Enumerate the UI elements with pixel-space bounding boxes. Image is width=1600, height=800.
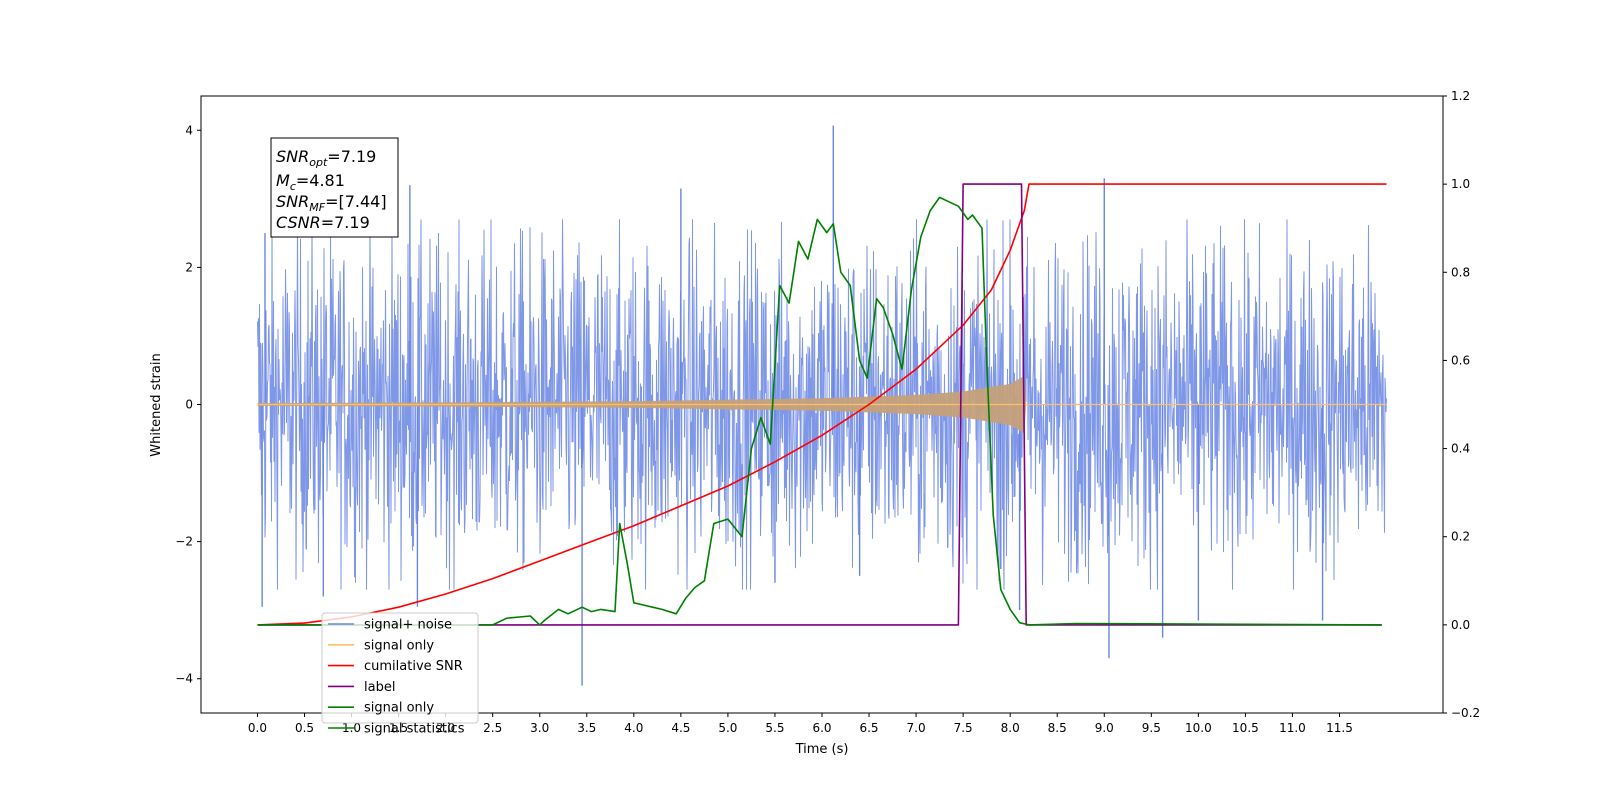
y-right-tick-label: 1.0 [1451, 177, 1470, 191]
y-right-tick-label: 0.6 [1451, 353, 1470, 367]
y-axis-label: Whitened strain [149, 353, 164, 456]
x-tick-label: 9.0 [1095, 721, 1114, 735]
y-left-tick-label: 4 [185, 123, 193, 137]
cumilative-snr-line [257, 183, 1387, 626]
y-left-tick-label: −4 [175, 672, 193, 686]
y-left-tick-label: 2 [185, 260, 193, 274]
y-right-tick-label: −0.2 [1451, 706, 1480, 720]
y-right-tick-label: 0.4 [1451, 442, 1470, 456]
x-axis-label: Time (s) [795, 742, 849, 757]
signal-noise-layer [257, 125, 1387, 686]
x-tick-label: 6.0 [812, 721, 831, 735]
y-axis-right: 1.2 1.0 0.8 0.6 0.4 0.2 0.0 −0.2 [1443, 89, 1480, 720]
x-tick-label: 11.5 [1326, 721, 1353, 735]
y-right-tick-label: 0.0 [1451, 618, 1470, 632]
legend-label: cumilative SNR [364, 659, 463, 674]
x-tick-label: 9.5 [1142, 721, 1161, 735]
x-tick-label: 0.0 [248, 721, 267, 735]
legend-label: signal+ noise [364, 618, 452, 633]
legend-label: signal statistics [364, 722, 465, 737]
annotation-box: SNRopt=7.19 Mc=4.81 SNRMF=[7.44] CSNR=7.… [270, 137, 399, 238]
x-tick-label: 4.0 [624, 721, 643, 735]
signal-only-layer [257, 375, 1387, 434]
x-tick-label: 10.5 [1232, 721, 1259, 735]
x-tick-label: 3.0 [530, 721, 549, 735]
y-right-tick-label: 0.8 [1451, 265, 1470, 279]
snr-mf-annotation: SNRMF=[7.44] [276, 192, 387, 214]
x-tick-label: 8.0 [1001, 721, 1020, 735]
legend-box [321, 612, 479, 724]
x-tick-label: 6.5 [859, 721, 878, 735]
mc-annotation: Mc=4.81 [276, 171, 345, 193]
y-left-tick-label: 0 [185, 398, 193, 412]
legend-label: signal only [364, 638, 434, 653]
csnr-annotation: CSNR=7.19 [276, 213, 370, 232]
x-tick-label: 11.0 [1279, 721, 1306, 735]
snr-opt-annotation: SNRopt=7.19 [276, 147, 376, 169]
x-tick-label: 8.5 [1048, 721, 1067, 735]
x-tick-label: 5.5 [765, 721, 784, 735]
x-tick-label: 0.5 [295, 721, 314, 735]
right-axis-lines-layer [257, 183, 1387, 626]
label-line [257, 183, 1382, 626]
x-tick-label: 3.5 [577, 721, 596, 735]
x-tick-label: 5.0 [718, 721, 737, 735]
x-tick-label: 2.0 [436, 721, 455, 735]
x-tick-label: 4.5 [671, 721, 690, 735]
x-tick-label: 10.0 [1185, 721, 1212, 735]
legend: signal+ noise signal only cumilative SNR la… [321, 612, 479, 737]
x-tick-label: 7.0 [907, 721, 926, 735]
y-right-tick-label: 1.2 [1451, 89, 1470, 103]
legend-label: label [364, 680, 395, 695]
y-right-tick-label: 0.2 [1451, 530, 1470, 544]
x-tick-label: 1.5 [389, 721, 408, 735]
x-tick-label: 2.5 [483, 721, 502, 735]
y-left-tick-label: −2 [175, 535, 193, 549]
y-axis-left: 4 2 0 −2 −4 [175, 123, 201, 686]
x-tick-label: 7.5 [954, 721, 973, 735]
x-axis: 0.0 0.5 1.0 1.5 2.0 2.5 3.0 3.5 4.0 4.5 5.0 5.5 6.0 6… [248, 713, 1353, 735]
legend-label: signal only [364, 701, 434, 716]
signal-statistics-line [257, 196, 1382, 626]
